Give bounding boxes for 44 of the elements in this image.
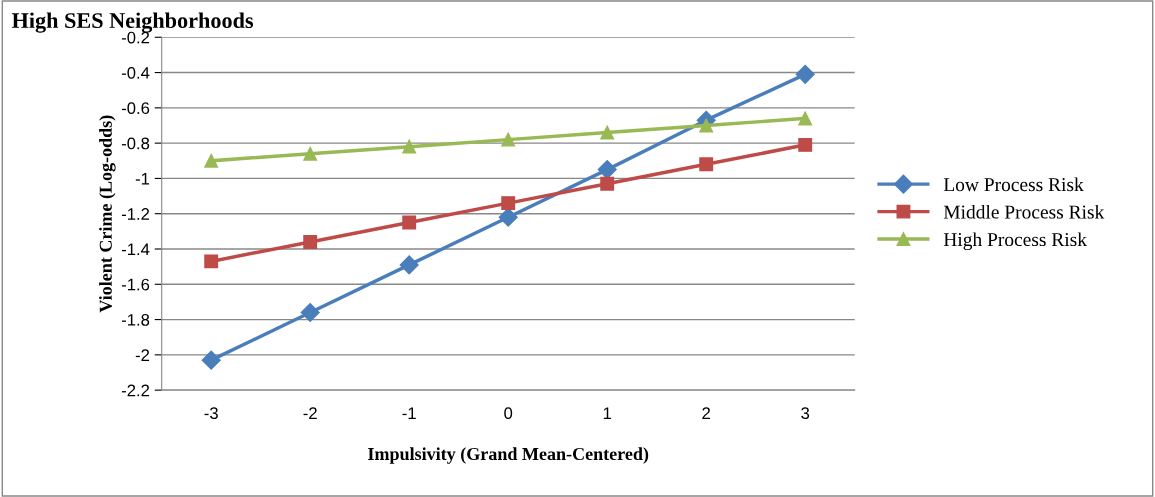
point [798,137,813,152]
point [204,153,219,168]
point [300,302,320,323]
y-tick-label: -0.2 [121,31,150,44]
x-tick-label: 2 [702,407,710,419]
legend-label: High Process Risk [943,232,1087,251]
y-tick-label: -2.2 [121,384,150,397]
legend-label: Low Process Risk [943,177,1084,192]
x-tick-label: -1 [402,407,416,419]
point [204,254,219,269]
point [501,196,516,211]
y-tick-label: -1.6 [121,278,150,291]
x-tick-label: -2 [303,407,317,419]
point [498,207,518,227]
y-tick-label: -1 [135,173,150,185]
y-tick-label: -0.6 [121,102,150,115]
point [798,111,813,126]
x-axis-title: Impulsivity (Grand Mean-Centered) [368,447,649,464]
point [303,146,318,161]
point [597,160,617,180]
x-tick-label: 1 [603,407,612,419]
x-tick-label: 3 [801,407,810,420]
point [303,234,318,249]
point [600,125,615,140]
legend-label: Middle Process Risk [943,204,1105,219]
point [699,118,714,133]
point [795,64,815,84]
y-axis-title: Violent Crime (Log-odds) [99,115,116,313]
point [600,176,615,191]
point [399,255,419,275]
y-tick-label: -1.4 [121,243,150,256]
y-tick-label: -0.8 [121,137,150,150]
point [699,157,714,172]
point [402,215,417,230]
point [402,139,417,154]
y-tick-label: -0.4 [121,66,150,79]
point [501,132,516,147]
chart-title: High SES Neighborhoods [11,12,254,33]
x-tick-label: -3 [204,407,218,420]
y-tick-label: -2 [135,349,150,361]
y-tick-label: -1.8 [121,313,150,326]
x-tick-label: 0 [504,407,513,420]
point [201,350,221,370]
y-tick-label: -1.2 [121,208,150,220]
